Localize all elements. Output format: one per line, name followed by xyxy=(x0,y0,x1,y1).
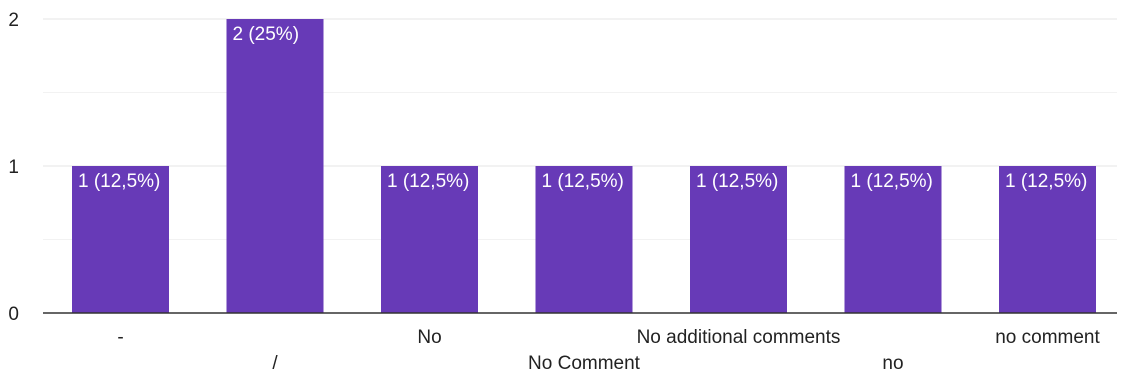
data-label: 1 (12,5%) xyxy=(1005,171,1087,192)
y-tick-label: 1 xyxy=(8,157,19,178)
x-tick-label: - xyxy=(117,327,123,348)
bar xyxy=(226,19,324,313)
data-labels: 1 (12,5%) 2 (25%) 1 (12,5%) 1 (12,5%) 1 (12,… xyxy=(78,24,1087,192)
x-tick-label: No Comment xyxy=(528,353,641,374)
x-axis-ticks: - / No No Comment No additional comments no no… xyxy=(117,327,1100,374)
bar xyxy=(844,166,942,313)
bar xyxy=(690,166,787,313)
data-label: 1 (12,5%) xyxy=(78,171,160,192)
data-label: 2 (25%) xyxy=(233,24,300,45)
bar xyxy=(72,166,169,313)
y-axis-ticks: 0 1 2 xyxy=(8,10,19,325)
x-tick-label: No xyxy=(417,327,441,348)
y-tick-label: 2 xyxy=(8,10,19,31)
bar xyxy=(999,166,1096,313)
bars xyxy=(72,19,1096,313)
data-label: 1 (12,5%) xyxy=(542,171,624,192)
x-tick-label: no xyxy=(882,353,903,374)
y-tick-label: 0 xyxy=(8,304,19,325)
x-tick-label: / xyxy=(272,353,278,374)
bar xyxy=(535,166,633,313)
x-tick-label: No additional comments xyxy=(637,327,841,348)
data-label: 1 (12,5%) xyxy=(387,171,469,192)
data-label: 1 (12,5%) xyxy=(696,171,778,192)
bar xyxy=(381,166,478,313)
x-tick-label: no comment xyxy=(995,327,1100,348)
data-label: 1 (12,5%) xyxy=(851,171,933,192)
